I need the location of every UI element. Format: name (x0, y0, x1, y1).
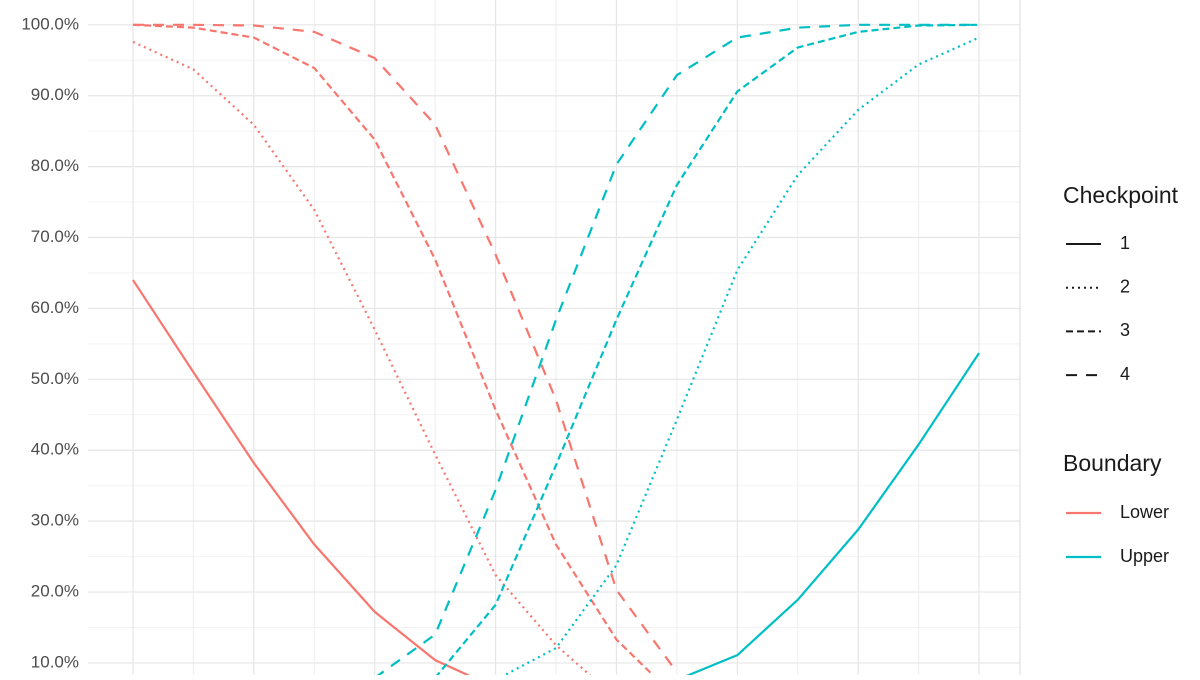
y-tick-label: 60.0% (31, 298, 79, 317)
legend-title: Checkpoint (1063, 182, 1179, 208)
legend-label: Lower (1120, 502, 1169, 522)
series-line (376, 23, 980, 675)
y-tick-label: 100.0% (21, 14, 79, 33)
series-line (686, 352, 980, 675)
y-tick-label: 70.0% (31, 227, 79, 246)
legend-label: 3 (1120, 320, 1130, 340)
legend-label: 2 (1120, 276, 1130, 296)
y-tick-label: 20.0% (31, 582, 79, 601)
series-line (132, 23, 655, 675)
legend-label: Upper (1120, 546, 1169, 566)
y-tick-label: 90.0% (31, 85, 79, 104)
y-tick-label: 10.0% (31, 652, 79, 671)
series-line (133, 23, 678, 673)
legend-label: 4 (1120, 364, 1130, 384)
y-tick-label: 50.0% (31, 369, 79, 388)
y-tick-label: 80.0% (31, 156, 79, 175)
y-tick-label: 40.0% (31, 440, 79, 459)
plot-lines (132, 23, 980, 675)
y-tick-label: 30.0% (31, 511, 79, 530)
legend-title: Boundary (1063, 450, 1162, 476)
series-line (436, 23, 980, 675)
legend-label: 1 (1120, 233, 1130, 253)
series-line (132, 279, 471, 675)
series-line (502, 36, 980, 675)
